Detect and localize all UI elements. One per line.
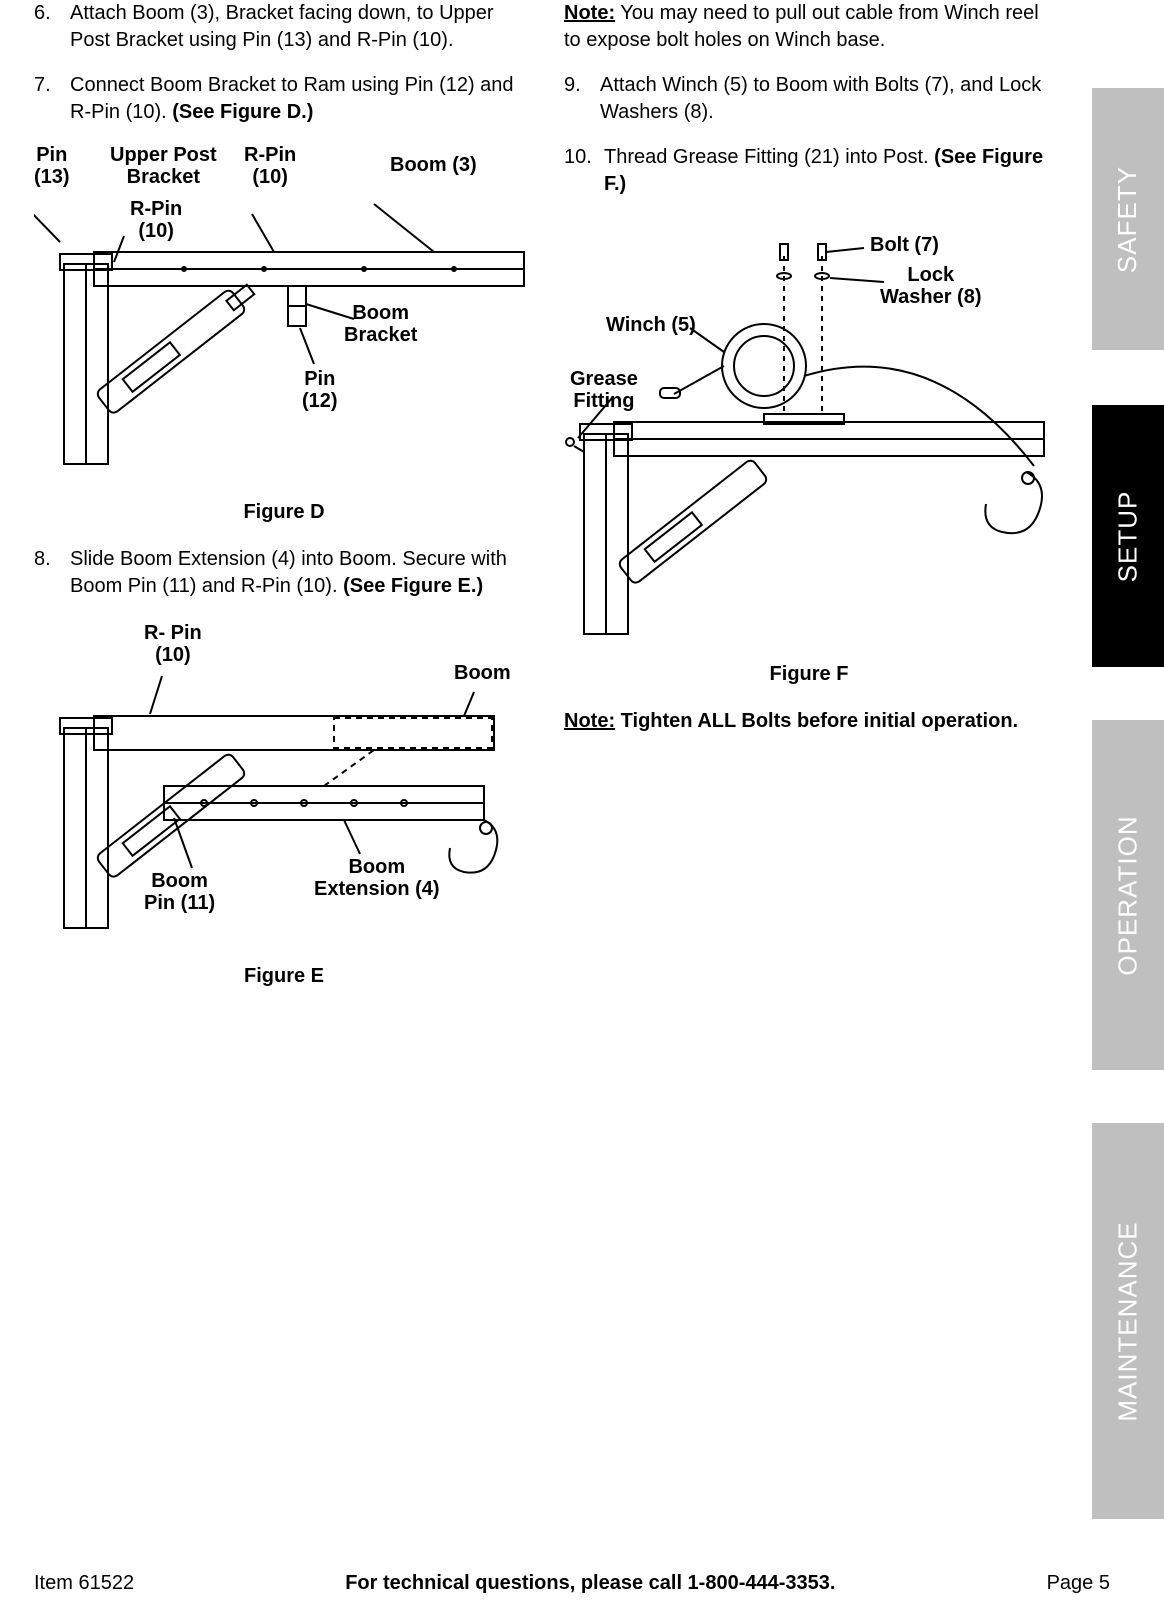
tab-safety[interactable]: SAFETY — [1092, 88, 1164, 350]
label-grease-fitting: Grease Fitting — [570, 368, 638, 412]
left-column: 6. Attach Boom (3), Bracket facing down,… — [34, 0, 534, 1010]
step-9: 9. Attach Winch (5) to Boom with Bolts (… — [564, 72, 1054, 126]
figure-f: Bolt (7) Lock Washer (8) Winch (5) Greas… — [564, 216, 1054, 686]
label-boom-pin-11: Boom Pin (11) — [144, 870, 215, 914]
step-num: 7. — [34, 72, 70, 126]
step-num: 6. — [34, 0, 70, 54]
label-boom-extension-4: Boom Extension (4) — [314, 856, 440, 900]
figure-d: Pin (13) Upper Post Bracket R-Pin (10) B… — [34, 144, 534, 524]
figure-d-caption: Figure D — [34, 501, 534, 524]
footer-item-number: Item 61522 — [34, 1572, 134, 1595]
step-10: 10. Thread Grease Fitting (21) into Post… — [564, 144, 1054, 198]
label-boom: Boom — [454, 662, 511, 684]
tab-maintenance[interactable]: MAINTENANCE — [1092, 1123, 1164, 1519]
label-pin-12: Pin (12) — [302, 368, 338, 412]
step-text: Connect Boom Bracket to Ram using Pin (1… — [70, 72, 534, 126]
step-num: 10. — [564, 144, 604, 198]
step-7: 7. Connect Boom Bracket to Ram using Pin… — [34, 72, 534, 126]
tab-setup[interactable]: SETUP — [1092, 405, 1164, 667]
step-num: 9. — [564, 72, 600, 126]
label-r-pin-10b: R-Pin (10) — [130, 198, 182, 242]
label-upper-post-bracket: Upper Post Bracket — [110, 144, 217, 188]
step-text: Attach Boom (3), Bracket facing down, to… — [70, 0, 534, 54]
label-boom-3: Boom (3) — [390, 154, 477, 176]
page-footer: Item 61522 For technical questions, plea… — [34, 1572, 1110, 1595]
figure-f-caption: Figure F — [564, 663, 1054, 686]
step-text: Attach Winch (5) to Boom with Bolts (7),… — [600, 72, 1054, 126]
label-r-pin-10a: R-Pin (10) — [244, 144, 296, 188]
note-1: Note: You may need to pull out cable fro… — [564, 0, 1054, 54]
step-text: Thread Grease Fitting (21) into Post. (S… — [604, 144, 1054, 198]
footer-page-number: Page 5 — [1047, 1572, 1110, 1595]
label-winch-5: Winch (5) — [606, 314, 696, 336]
step-6: 6. Attach Boom (3), Bracket facing down,… — [34, 0, 534, 54]
step-num: 8. — [34, 546, 70, 600]
figure-e-caption: Figure E — [34, 965, 534, 988]
label-lock-washer-8: Lock Washer (8) — [880, 264, 982, 308]
label-bolt-7: Bolt (7) — [870, 234, 939, 256]
figure-e: R- Pin (10) Boom Boom Pin (11) Boom Exte… — [34, 618, 534, 988]
label-r-pin-10: R- Pin (10) — [144, 622, 202, 666]
step-text: Slide Boom Extension (4) into Boom. Secu… — [70, 546, 534, 600]
tab-operation[interactable]: OPERATION — [1092, 720, 1164, 1070]
step-8: 8. Slide Boom Extension (4) into Boom. S… — [34, 546, 534, 600]
note-2: Note: Tighten ALL Bolts before initial o… — [564, 708, 1054, 735]
label-pin-13: Pin (13) — [34, 144, 70, 188]
right-column: Note: You may need to pull out cable fro… — [564, 0, 1054, 753]
side-tabs: SAFETY SETUP OPERATION MAINTENANCE — [1092, 0, 1164, 1623]
footer-phone: For technical questions, please call 1-8… — [345, 1572, 835, 1595]
label-boom-bracket: Boom Bracket — [344, 302, 417, 346]
